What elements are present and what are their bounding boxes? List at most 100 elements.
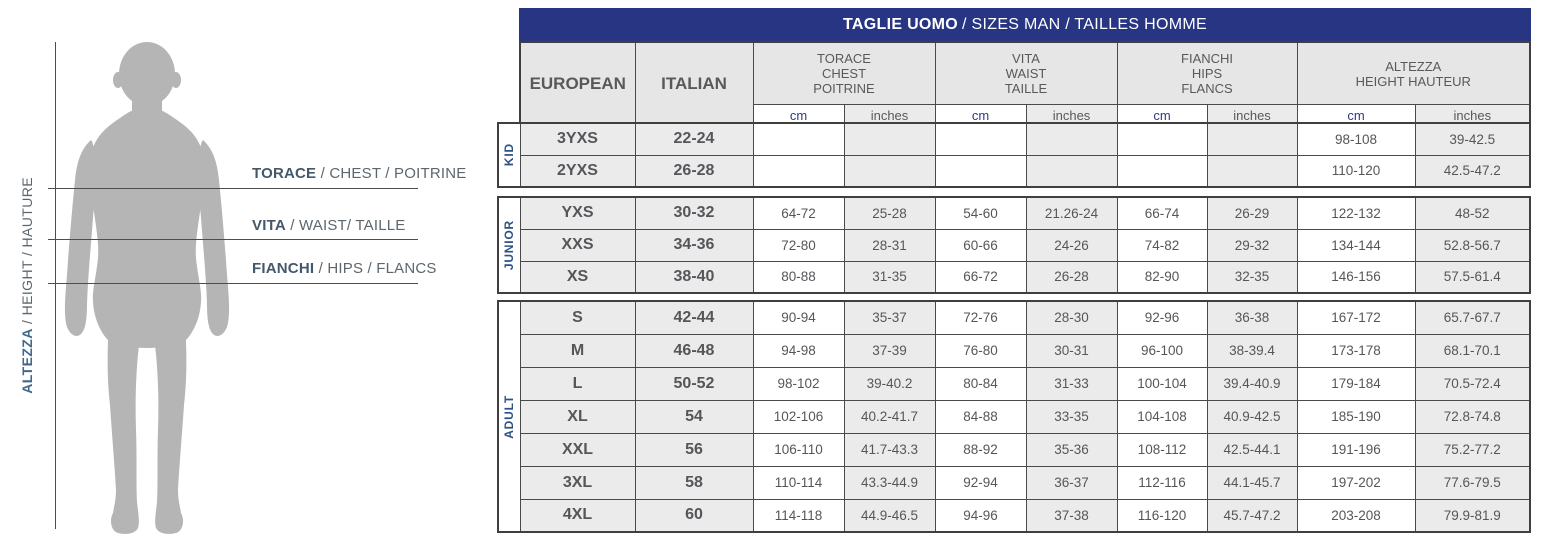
size-row: XXL 56 106-110 41.7-43.3 88-92 35-36 108-112 42… (498, 432, 1531, 467)
measure-cell-cm (752, 154, 845, 188)
measure-cell-cm: 88-92 (934, 432, 1027, 467)
measure-cell-inches: 32-35 (1206, 260, 1298, 294)
measure-cell-inches: 24-26 (1025, 228, 1118, 262)
body-silhouette-figure (64, 42, 230, 534)
group-label-junior: JUNIOR (497, 196, 521, 294)
italian-size-cell: 54 (634, 399, 754, 434)
european-size-cell: XL (519, 399, 636, 434)
measure-cell-cm: 54-60 (934, 196, 1027, 230)
measure-cell-cm (934, 154, 1027, 188)
european-size-cell: L (519, 366, 636, 401)
measure-cell-cm: 90-94 (752, 300, 845, 335)
measure-cell-cm: 146-156 (1296, 260, 1416, 294)
measure-cell-cm: 114-118 (752, 498, 845, 533)
measure-cell-inches: 40.2-41.7 (843, 399, 936, 434)
european-size-cell: 3XL (519, 465, 636, 500)
unit-header-cm: cm (934, 104, 1027, 127)
measure-cell-inches: 77.6-79.5 (1414, 465, 1531, 500)
measure-cell-inches: 38-39.4 (1206, 333, 1298, 368)
height-axis-label-bold: ALTEZZA (19, 328, 35, 394)
measure-cell-inches: 57.5-61.4 (1414, 260, 1531, 294)
measure-header-waist: VITA WAIST TAILLE (934, 41, 1118, 105)
measure-cell-cm: 82-90 (1116, 260, 1208, 294)
measure-cell-cm: 179-184 (1296, 366, 1416, 401)
measure-header-hips: FIANCHI HIPS FLANCS (1116, 41, 1298, 105)
italian-size-cell: 56 (634, 432, 754, 467)
measure-cell-cm: 80-84 (934, 366, 1027, 401)
measure-cell-inches: 30-31 (1025, 333, 1118, 368)
measure-cell-inches: 44.1-45.7 (1206, 465, 1298, 500)
column-header-european: EUROPEAN (519, 41, 636, 127)
measure-cell-cm (1116, 122, 1208, 156)
size-row: XS 38-40 80-88 31-35 66-72 26-28 82-90 32-35 146… (498, 260, 1531, 294)
measure-cell-cm: 100-104 (1116, 366, 1208, 401)
measure-cell-cm: 122-132 (1296, 196, 1416, 230)
measure-cell-inches: 42.5-47.2 (1414, 154, 1531, 188)
european-size-cell: M (519, 333, 636, 368)
size-row: JUNIOR YXS 30-32 64-72 25-28 54-60 21.26-24 66-… (497, 196, 1531, 294)
measure-cell-inches: 65.7-67.7 (1414, 300, 1531, 335)
measure-cell-cm: 108-112 (1116, 432, 1208, 467)
measure-cell-cm: 84-88 (934, 399, 1027, 434)
measure-cell-cm: 80-88 (752, 260, 845, 294)
hips-label: FIANCHI / HIPS / FLANCS (252, 260, 437, 277)
measure-cell-inches: 28-31 (843, 228, 936, 262)
measure-cell-cm: 104-108 (1116, 399, 1208, 434)
measure-cell-inches: 70.5-72.4 (1414, 366, 1531, 401)
measure-cell-inches: 42.5-44.1 (1206, 432, 1298, 467)
measure-cell-inches: 26-29 (1206, 196, 1298, 230)
measure-cell-cm: 110-114 (752, 465, 845, 500)
measure-cell-cm (752, 122, 845, 156)
measure-cell-cm: 94-98 (752, 333, 845, 368)
italian-size-cell: 30-32 (634, 196, 754, 230)
measure-cell-cm: 72-76 (934, 300, 1027, 335)
european-size-cell: 3YXS (519, 122, 636, 156)
measure-cell-cm: 92-94 (934, 465, 1027, 500)
size-table-header: EUROPEAN ITALIAN TORACE CHEST POITRINE V… (519, 41, 1532, 127)
measure-cell-inches: 36-38 (1206, 300, 1298, 335)
measure-cell-cm: 116-120 (1116, 498, 1208, 533)
unit-header-cm: cm (752, 104, 845, 127)
measure-cell-cm: 72-80 (752, 228, 845, 262)
column-header-italian: ITALIAN (634, 41, 754, 127)
group-label-kid: KID (497, 122, 521, 188)
measure-cell-inches: 44.9-46.5 (843, 498, 936, 533)
measure-cell-cm: 134-144 (1296, 228, 1416, 262)
measure-cell-cm: 203-208 (1296, 498, 1416, 533)
unit-header-inches: inches (1414, 104, 1531, 127)
measure-cell-inches: 37-39 (843, 333, 936, 368)
measure-cell-cm: 94-96 (934, 498, 1027, 533)
measure-cell-cm: 110-120 (1296, 154, 1416, 188)
european-size-cell: YXS (519, 196, 636, 230)
measure-cell-inches: 37-38 (1025, 498, 1118, 533)
italian-size-cell: 60 (634, 498, 754, 533)
unit-header-cm: cm (1116, 104, 1208, 127)
size-row: 4XL 60 114-118 44.9-46.5 94-96 37-38 116-120 45… (498, 498, 1531, 533)
measure-cell-cm: 60-66 (934, 228, 1027, 262)
european-size-cell: XXS (519, 228, 636, 262)
measurement-line-hips (48, 283, 418, 284)
measure-cell-cm: 66-72 (934, 260, 1027, 294)
measure-cell-inches (1025, 122, 1118, 156)
size-row: KID 3YXS 22-24 98-108 39-42.5 (497, 122, 1531, 188)
measure-cell-inches: 48-52 (1414, 196, 1531, 230)
height-axis-label: ALTEZZA / HEIGHT / HAUTURE (19, 177, 35, 394)
measure-cell-cm: 76-80 (934, 333, 1027, 368)
measure-cell-cm (1116, 154, 1208, 188)
measure-cell-inches: 35-36 (1025, 432, 1118, 467)
measure-cell-inches: 36-37 (1025, 465, 1118, 500)
measure-cell-inches: 33-35 (1025, 399, 1118, 434)
measure-cell-cm: 106-110 (752, 432, 845, 467)
european-size-cell: 4XL (519, 498, 636, 533)
measure-cell-inches: 39-40.2 (843, 366, 936, 401)
size-row: L 50-52 98-102 39-40.2 80-84 31-33 100-104 39.4… (498, 366, 1531, 401)
measure-cell-inches (843, 122, 936, 156)
measure-header-height: ALTEZZA HEIGHT HAUTEUR (1296, 41, 1531, 105)
measure-cell-inches: 28-30 (1025, 300, 1118, 335)
chest-label: TORACE / CHEST / POITRINE (252, 165, 467, 182)
measure-cell-cm: 74-82 (1116, 228, 1208, 262)
size-block-adult: ADULT S 42-44 90-94 35-37 72-76 28-30 92-96 36-3… (497, 300, 1531, 533)
italian-size-cell: 50-52 (634, 366, 754, 401)
measure-cell-cm: 96-100 (1116, 333, 1208, 368)
group-label-adult: ADULT (497, 300, 521, 533)
